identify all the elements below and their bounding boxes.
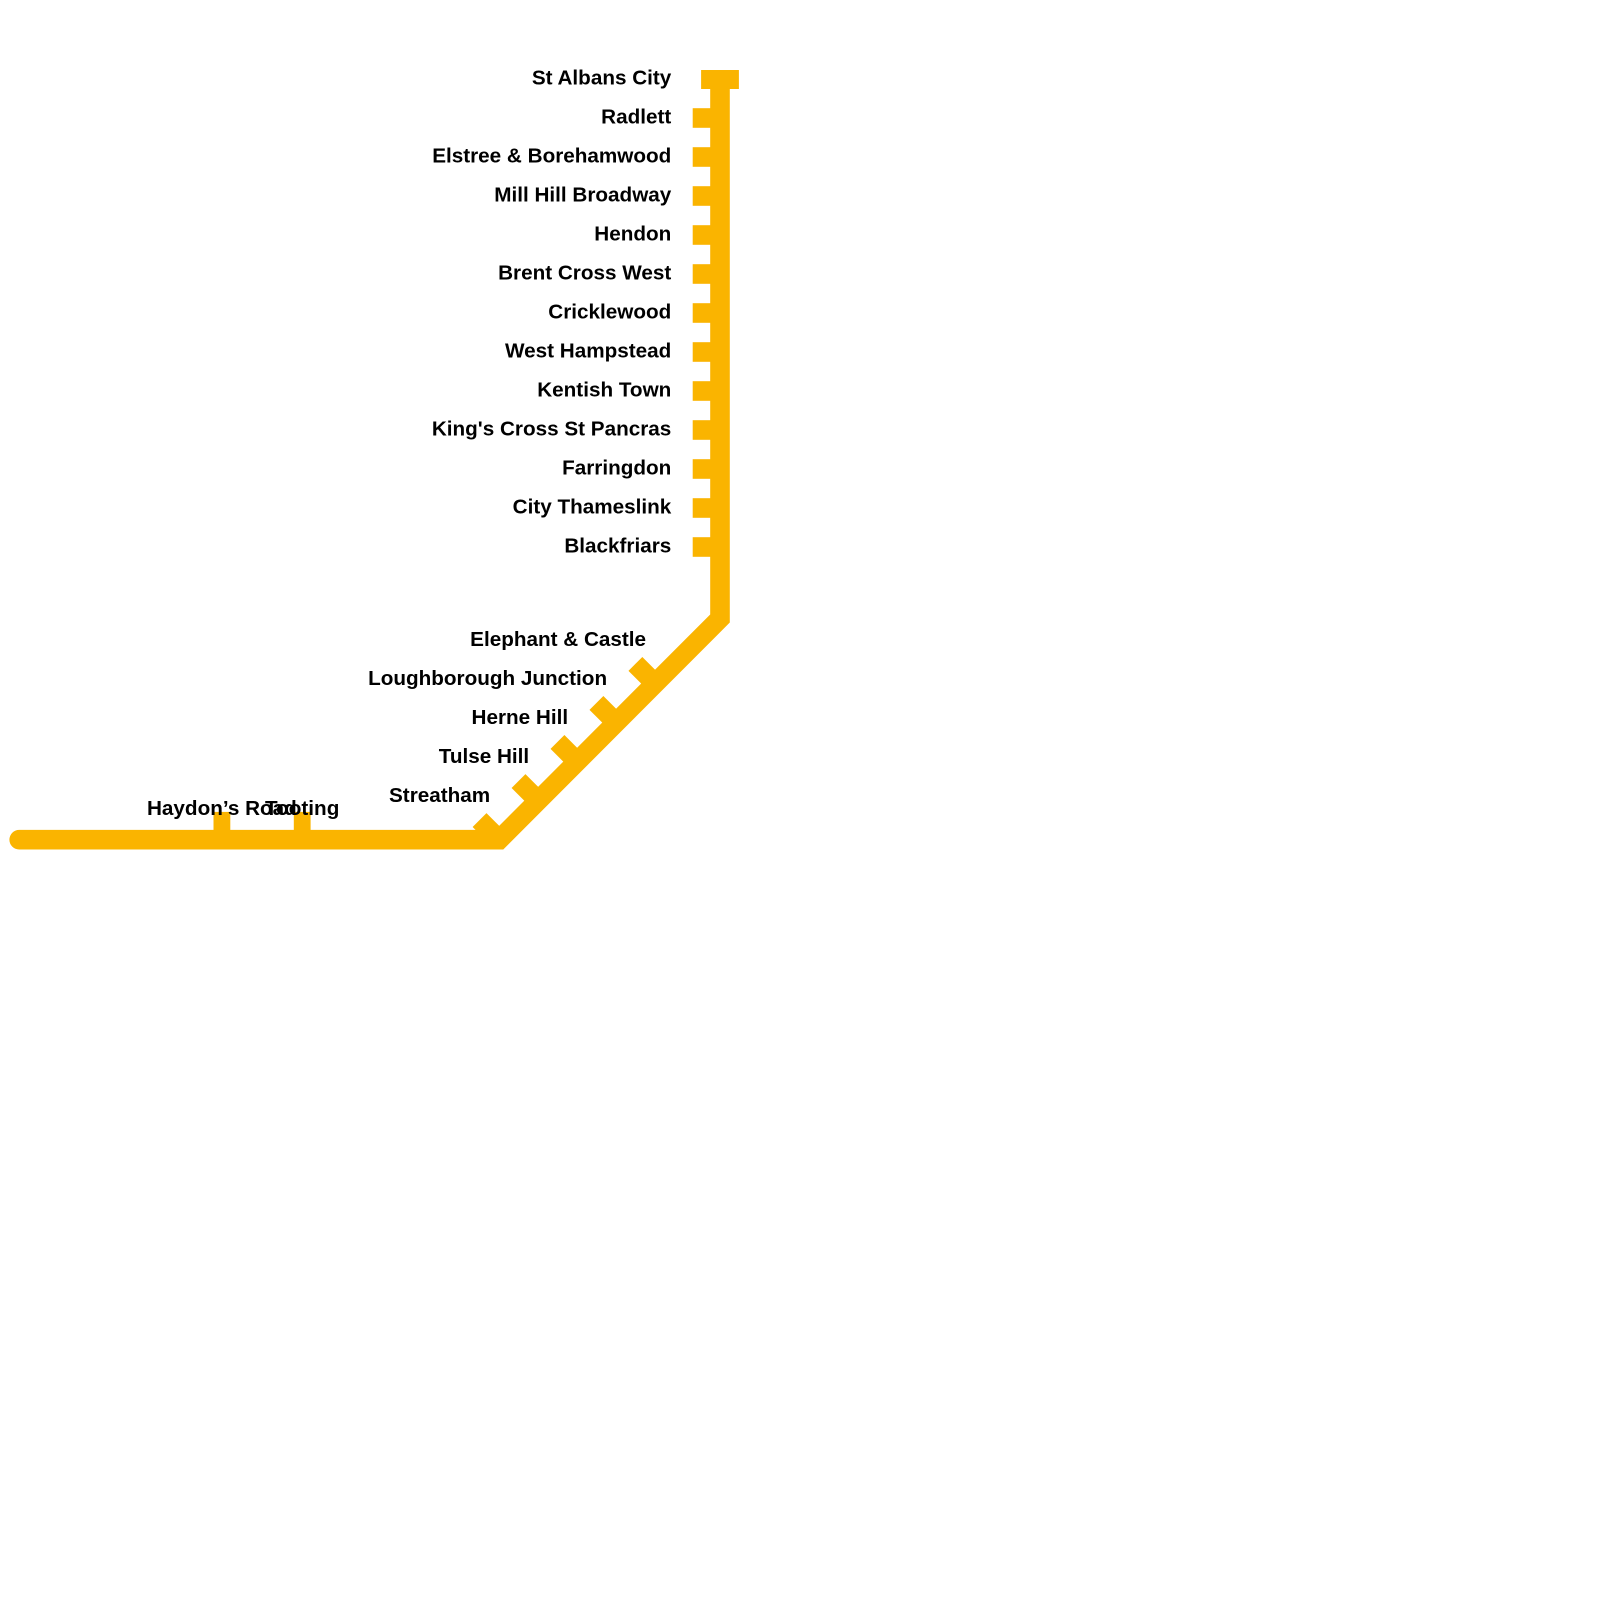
svg-text:King's Cross St Pancras: King's Cross St Pancras — [432, 417, 671, 440]
svg-text:Loughborough Junction: Loughborough Junction — [368, 667, 607, 690]
svg-text:Blackfriars: Blackfriars — [564, 534, 671, 557]
svg-text:Farringdon: Farringdon — [562, 456, 671, 479]
svg-text:Tulse Hill: Tulse Hill — [439, 745, 529, 768]
svg-text:Brent Cross West: Brent Cross West — [498, 261, 671, 284]
svg-text:Elephant & Castle: Elephant & Castle — [470, 628, 646, 651]
svg-text:Streatham: Streatham — [389, 784, 490, 807]
svg-text:City Thameslink: City Thameslink — [513, 495, 672, 518]
svg-text:St Albans City: St Albans City — [532, 66, 672, 89]
svg-text:West Hampstead: West Hampstead — [505, 339, 671, 362]
svg-text:Elstree & Borehamwood: Elstree & Borehamwood — [432, 144, 671, 167]
svg-text:Cricklewood: Cricklewood — [548, 300, 671, 323]
svg-text:Tooting: Tooting — [265, 797, 339, 820]
svg-text:Hendon: Hendon — [594, 222, 671, 245]
svg-text:Radlett: Radlett — [601, 105, 671, 128]
svg-text:Mill Hill Broadway: Mill Hill Broadway — [494, 183, 672, 206]
svg-text:Kentish Town: Kentish Town — [537, 378, 671, 401]
svg-text:Herne Hill: Herne Hill — [472, 706, 569, 729]
